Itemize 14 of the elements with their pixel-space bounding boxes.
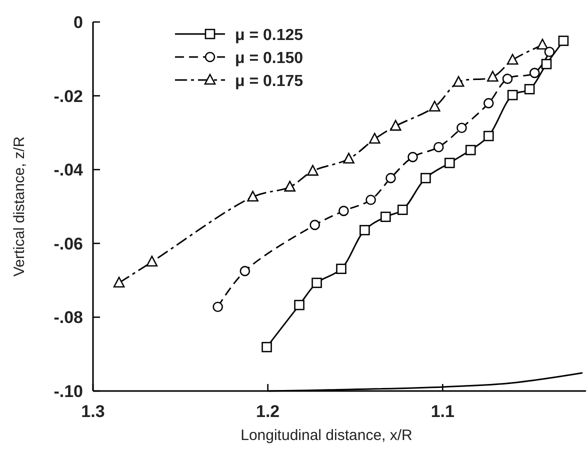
y-axis-title: Vertical distance, z/R xyxy=(11,136,28,277)
x-tick-label: 1.2 xyxy=(256,402,280,421)
y-tick-label: -.08 xyxy=(54,308,83,328)
y-tick-label: 0 xyxy=(74,13,83,32)
legend-label: μ = 0.175 xyxy=(235,73,304,90)
x-tick-label: 1.3 xyxy=(81,402,105,421)
x-axis-title: Longitudinal distance, x/R xyxy=(240,427,413,444)
y-tick-label: -.06 xyxy=(54,234,83,254)
y-tick-label: -.04 xyxy=(54,160,84,180)
legend-label: μ = 0.125 xyxy=(235,27,304,44)
y-tick-label: -.02 xyxy=(54,86,83,106)
x-tick-label: 1.1 xyxy=(430,402,454,421)
y-tick-label: -.10 xyxy=(54,382,83,401)
legend-label: μ = 0.150 xyxy=(235,50,304,67)
